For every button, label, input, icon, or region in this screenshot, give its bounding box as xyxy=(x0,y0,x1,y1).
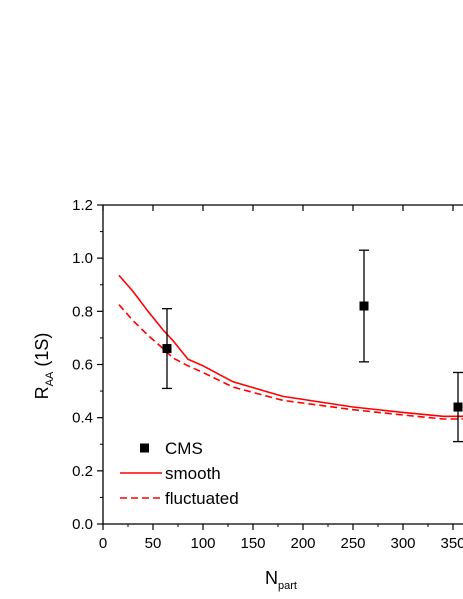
y-tick-label: 0.4 xyxy=(72,410,93,427)
x-tick-label: 100 xyxy=(190,535,215,552)
data-point xyxy=(359,249,369,363)
x-axis-title: Npart xyxy=(265,568,297,592)
legend-item-fluctuated: fluctuated xyxy=(120,489,239,508)
legend-item-CMS: CMS xyxy=(140,439,203,458)
series-points xyxy=(162,249,463,443)
x-tick-label: 0 xyxy=(99,535,107,552)
x-tick-label: 300 xyxy=(390,535,415,552)
series-line-fluctuated xyxy=(118,304,463,420)
y-tick-label: 1.0 xyxy=(72,250,93,267)
point-marker xyxy=(359,301,369,311)
y-tick-label: 0.2 xyxy=(72,463,93,480)
y-axis: 0.0 0.2 0.4 0.6 0.8 1.0 1.2 xyxy=(72,197,103,533)
legend-label: CMS xyxy=(165,439,203,458)
x-axis: 0 50 100 150 200 250 300 350 xyxy=(99,205,463,552)
series-line-smooth xyxy=(118,274,463,418)
y-tick-label: 0.8 xyxy=(72,303,93,320)
point-marker xyxy=(453,402,463,412)
data-point xyxy=(453,371,463,443)
y-tick-label: 0.6 xyxy=(72,357,93,374)
x-tick-label: 250 xyxy=(340,535,365,552)
legend-marker xyxy=(140,443,149,453)
plot-frame xyxy=(102,204,463,525)
legend-item-smooth: smooth xyxy=(120,464,221,483)
y-tick-label: 0.0 xyxy=(72,516,93,533)
x-tick-label: 200 xyxy=(290,535,315,552)
x-tick-label: 350 xyxy=(440,535,463,552)
data-point xyxy=(162,308,172,390)
y-axis-title: RAA (1S) xyxy=(32,333,56,400)
legend-label: smooth xyxy=(165,464,221,483)
x-tick-label: 150 xyxy=(240,535,265,552)
legend: CMS smooth fluctuated xyxy=(120,439,239,508)
y-tick-label: 1.2 xyxy=(72,197,93,214)
series-lines xyxy=(118,274,463,420)
point-marker xyxy=(162,344,172,354)
x-tick-label: 50 xyxy=(145,535,162,552)
legend-label: fluctuated xyxy=(165,489,239,508)
